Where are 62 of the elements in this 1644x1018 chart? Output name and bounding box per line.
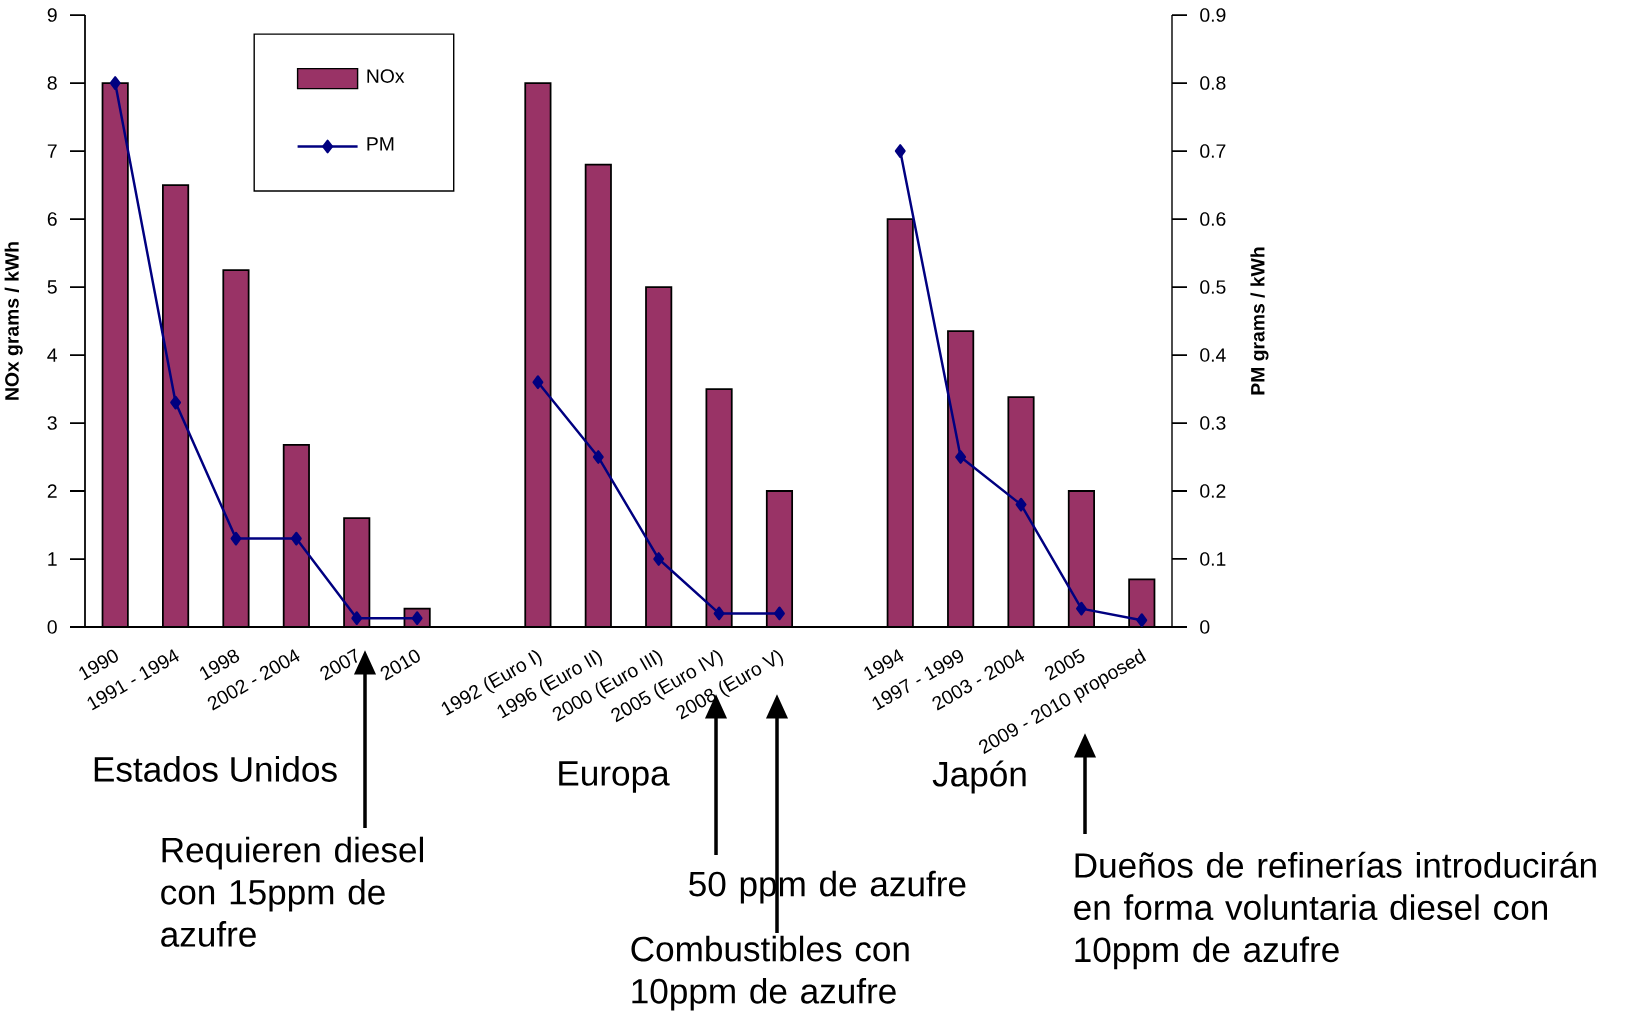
bar: [344, 518, 370, 627]
x-tick-label: 1994: [864, 649, 904, 681]
y-tick-label: 0: [47, 620, 57, 634]
bar: [887, 219, 913, 627]
bar: [525, 83, 551, 627]
point: [109, 76, 121, 90]
point: [230, 531, 242, 546]
bar: [947, 331, 974, 627]
bar: [1008, 397, 1034, 627]
y2-tick-label: 0.8: [1200, 76, 1226, 90]
y2-axis-title: PM grams / kWh: [1250, 247, 1269, 395]
x-tick-label: 1998: [199, 649, 240, 681]
text: Estados Unidos: [94, 756, 337, 782]
legend-label: PM: [367, 137, 394, 151]
bar: [646, 287, 672, 627]
y2-tick-label: 0.2: [1200, 484, 1226, 498]
y2-tick-label: 0.1: [1200, 552, 1226, 566]
point: [290, 531, 302, 546]
point: [774, 606, 785, 621]
bar: [706, 389, 732, 627]
text: Dueños de refinerías introducirán en forma voluntaria diesel con 10ppm de azufre: [1074, 851, 1596, 970]
point: [1075, 601, 1087, 616]
bar: [585, 164, 611, 627]
y-tick-label: 6: [47, 212, 57, 226]
point: [955, 450, 967, 464]
point: [351, 611, 363, 626]
point: [894, 144, 906, 158]
point: [170, 395, 182, 410]
y-tick-label: 7: [47, 144, 57, 158]
y-tick-label: 1: [48, 552, 57, 566]
y-tick-label: 3: [47, 416, 57, 430]
y-tick-label: 8: [47, 76, 57, 90]
x-tick-label: 2010: [380, 649, 420, 681]
y2-tick-label: 0.5: [1200, 280, 1226, 294]
point: [1136, 613, 1148, 628]
text: Requieren diesel con 15ppm de azufre: [161, 836, 423, 947]
legend-label: NOx: [367, 69, 405, 83]
bar: [766, 491, 793, 627]
bar: [283, 444, 310, 627]
text: Combustibles con 10ppm de azufre: [631, 935, 909, 1011]
y2-tick-label: 0.7: [1200, 144, 1226, 158]
x-tick-label: 1990: [79, 649, 118, 681]
y-tick-label: 9: [47, 8, 57, 22]
bar: [162, 185, 189, 627]
point: [532, 375, 544, 390]
bar: [223, 270, 249, 627]
y-tick-label: 4: [47, 348, 58, 362]
y2-tick-label: 0.6: [1200, 212, 1226, 226]
y-tick-label: 2: [47, 484, 57, 498]
point: [713, 606, 725, 621]
y2-tick-label: 0.3: [1200, 416, 1226, 430]
y-axis-title: NOx grams / kWh: [4, 242, 23, 400]
y-tick-label: 5: [47, 280, 57, 294]
text: Japón: [932, 760, 1026, 794]
y2-tick-label: 0.4: [1200, 348, 1226, 362]
point: [1015, 497, 1027, 512]
bar: [102, 83, 128, 627]
point: [592, 450, 604, 464]
text: Europa: [559, 761, 670, 793]
y2-tick-label: 0.9: [1200, 8, 1226, 22]
y2-tick-label: 0: [1200, 620, 1210, 634]
point: [653, 552, 665, 566]
